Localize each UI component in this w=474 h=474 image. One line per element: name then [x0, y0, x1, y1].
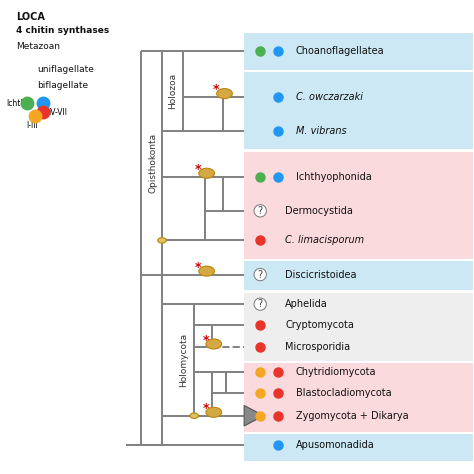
FancyBboxPatch shape [244, 434, 473, 461]
Text: *: * [202, 402, 209, 415]
Text: C. owczarzaki: C. owczarzaki [296, 92, 363, 102]
Circle shape [158, 237, 166, 243]
Text: Ichthyophonida: Ichthyophonida [296, 172, 372, 182]
Text: Microsporidia: Microsporidia [285, 342, 350, 352]
Text: Discicristoidea: Discicristoidea [285, 270, 357, 280]
Polygon shape [244, 405, 264, 426]
Circle shape [190, 413, 199, 419]
Text: Ichthy: Ichthy [6, 99, 30, 108]
Circle shape [206, 407, 222, 417]
Text: *: * [195, 163, 202, 176]
Text: 4 chitin synthases: 4 chitin synthases [16, 27, 109, 36]
FancyBboxPatch shape [244, 33, 473, 70]
Text: Opisthokonta: Opisthokonta [149, 133, 158, 193]
Text: *: * [213, 83, 219, 96]
Text: Aphelida: Aphelida [285, 299, 328, 309]
Text: Holomycota: Holomycota [179, 333, 188, 387]
Text: Metazoan: Metazoan [16, 42, 60, 51]
FancyBboxPatch shape [244, 364, 473, 432]
Circle shape [217, 89, 232, 99]
Circle shape [199, 266, 215, 276]
FancyBboxPatch shape [244, 293, 473, 361]
Text: Blastocladiomycota: Blastocladiomycota [296, 388, 392, 398]
Text: Dermocystida: Dermocystida [285, 206, 353, 216]
Text: C. limacisporum: C. limacisporum [285, 236, 365, 246]
Text: Holozoa: Holozoa [168, 73, 177, 109]
Text: Chytridiomycota: Chytridiomycota [296, 367, 376, 377]
FancyBboxPatch shape [244, 152, 473, 259]
Text: LOCA: LOCA [16, 12, 45, 22]
Text: IV-VII: IV-VII [49, 108, 68, 117]
Text: ?: ? [258, 206, 263, 216]
Text: Zygomycota + Dikarya: Zygomycota + Dikarya [296, 410, 409, 421]
Text: Cryptomycota: Cryptomycota [285, 319, 354, 329]
Circle shape [199, 168, 215, 178]
Text: biflagellate: biflagellate [37, 81, 88, 90]
FancyBboxPatch shape [244, 72, 473, 149]
Text: M. vibrans: M. vibrans [296, 126, 346, 136]
Text: ?: ? [258, 299, 263, 309]
Text: I-III: I-III [26, 121, 37, 130]
Text: uniflagellate: uniflagellate [37, 65, 94, 74]
Circle shape [206, 339, 222, 349]
Text: *: * [202, 334, 209, 346]
FancyBboxPatch shape [244, 261, 473, 291]
Text: ?: ? [258, 270, 263, 280]
Text: Apusomonadida: Apusomonadida [296, 440, 374, 450]
Text: Choanoflagellatea: Choanoflagellatea [296, 46, 384, 56]
Text: *: * [195, 261, 202, 274]
